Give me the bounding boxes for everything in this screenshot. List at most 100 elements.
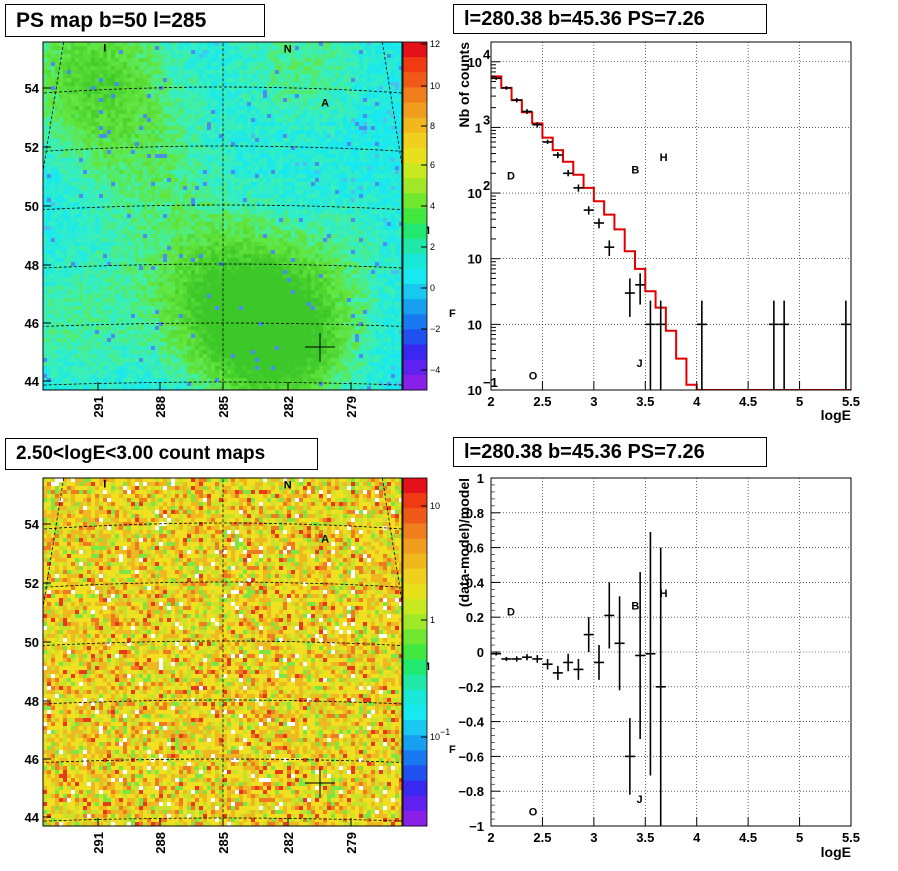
heat-cell	[159, 206, 163, 210]
heat-cell	[103, 110, 107, 114]
heat-cell	[243, 258, 247, 262]
heat-cell	[219, 118, 223, 122]
heat-cell	[215, 226, 219, 230]
heat-cell	[255, 114, 259, 118]
heat-cell	[135, 170, 139, 174]
heat-cell	[131, 158, 135, 162]
heat-cell	[339, 198, 343, 202]
heat-cell	[223, 90, 227, 94]
heat-cell	[151, 62, 155, 66]
heat-cell	[395, 42, 399, 46]
heat-cell	[247, 70, 251, 74]
heat-cell	[243, 166, 247, 170]
heat-cell	[291, 46, 295, 50]
heat-cell	[95, 194, 99, 198]
heat-cell	[67, 86, 71, 90]
heat-cell	[367, 154, 371, 158]
heat-cell	[327, 238, 331, 242]
heat-cell	[283, 246, 287, 250]
heat-cell	[43, 158, 47, 162]
heat-cell	[135, 226, 139, 230]
heat-cell	[375, 214, 379, 218]
heat-cell	[127, 258, 131, 262]
heat-cell	[95, 158, 99, 162]
heat-cell	[331, 58, 335, 62]
heat-cell	[99, 94, 103, 98]
heat-cell	[63, 258, 67, 262]
heat-cell	[59, 110, 63, 114]
heat-cell	[127, 86, 131, 90]
heat-cell	[59, 262, 63, 266]
heat-cell	[399, 62, 402, 66]
heat-cell	[179, 122, 183, 126]
heat-cell	[55, 106, 59, 110]
heat-cell	[355, 150, 359, 154]
heat-cell	[143, 126, 147, 130]
heat-cell	[359, 42, 363, 46]
heat-cell	[91, 190, 95, 194]
heat-cell	[119, 46, 123, 50]
heat-cell	[355, 202, 359, 206]
heat-cell	[267, 54, 271, 58]
heat-cell	[227, 54, 231, 58]
heat-cell	[391, 90, 395, 94]
heat-cell	[267, 102, 271, 106]
heat-cell	[243, 250, 247, 254]
heat-cell	[259, 182, 263, 186]
heat-cell	[335, 114, 339, 118]
heat-cell	[123, 158, 127, 162]
heat-cell	[99, 246, 103, 250]
heat-cell	[243, 98, 247, 102]
heat-cell	[47, 242, 51, 246]
heat-cell	[331, 78, 335, 82]
heat-cell	[267, 198, 271, 202]
heat-cell	[359, 118, 363, 122]
heat-cell	[151, 98, 155, 102]
heat-cell	[151, 190, 155, 194]
heat-cell	[295, 94, 299, 98]
heat-cell	[79, 86, 83, 90]
heat-cell	[387, 74, 391, 78]
heat-cell	[319, 138, 323, 142]
heat-cell	[155, 182, 159, 186]
heat-cell	[199, 94, 203, 98]
heat-cell	[95, 46, 99, 50]
heat-cell	[191, 242, 195, 246]
heat-cell	[387, 86, 391, 90]
heat-cell	[167, 142, 171, 146]
heat-cell	[175, 158, 179, 162]
heat-cell	[327, 154, 331, 158]
heat-cell	[299, 158, 303, 162]
heat-cell	[151, 102, 155, 106]
heat-cell	[143, 78, 147, 82]
heat-cell	[283, 74, 287, 78]
heat-cell	[231, 254, 235, 258]
heat-cell	[351, 214, 355, 218]
heat-cell	[355, 46, 359, 50]
heat-cell	[115, 122, 119, 126]
heat-cell	[291, 130, 295, 134]
heat-cell	[67, 198, 71, 202]
heat-cell	[175, 138, 179, 142]
heat-cell	[115, 42, 119, 46]
heat-cell	[247, 134, 251, 138]
heat-cell	[227, 126, 231, 130]
heat-cell	[111, 74, 115, 78]
heat-cell	[55, 214, 59, 218]
heat-cell	[63, 94, 67, 98]
heat-cell	[291, 90, 295, 94]
heat-cell	[175, 122, 179, 126]
heat-cell	[139, 230, 143, 234]
heat-cell	[243, 174, 247, 178]
heat-cell	[167, 82, 171, 86]
heat-cell	[171, 58, 175, 62]
heat-cell	[171, 86, 175, 90]
heat-cell	[295, 82, 299, 86]
heat-cell	[215, 234, 219, 238]
heat-cell	[363, 138, 367, 142]
heat-cell	[83, 74, 87, 78]
heat-cell	[123, 214, 127, 218]
heat-cell	[183, 106, 187, 110]
heat-cell	[291, 78, 295, 82]
heat-cell	[179, 102, 183, 106]
